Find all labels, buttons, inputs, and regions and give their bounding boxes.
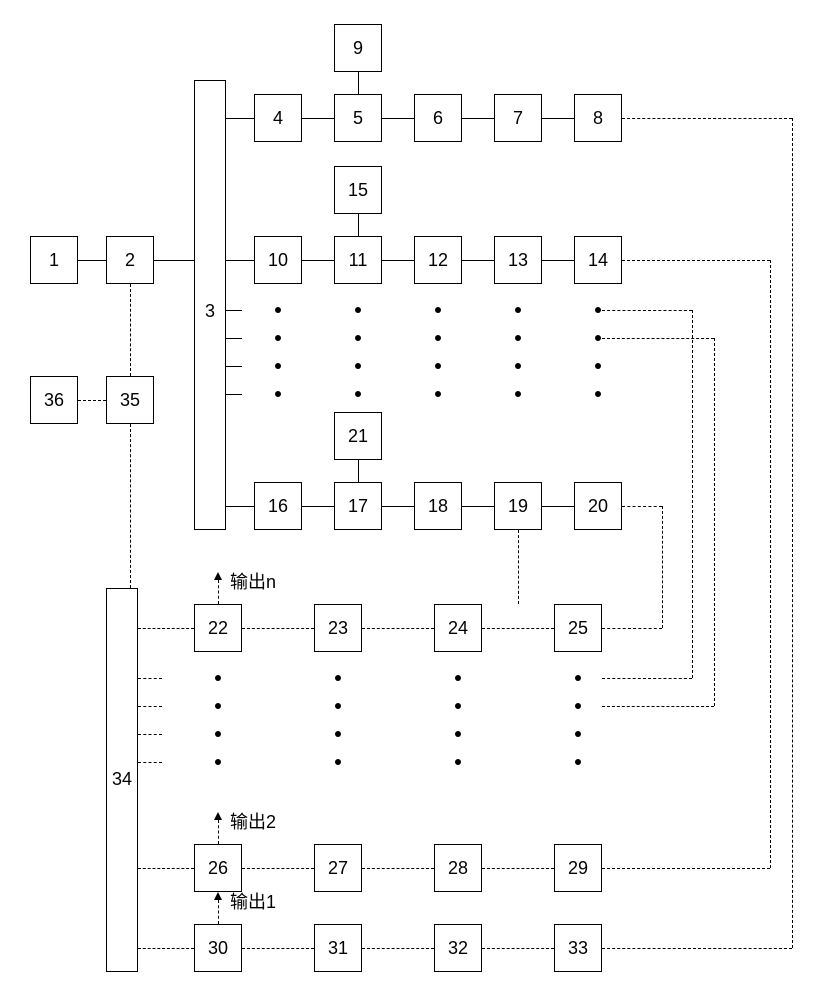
block-17: 17 [334,482,382,530]
arrow-output-2-icon [214,812,222,820]
block-2: 2 [106,236,154,284]
block-18: 18 [414,482,462,530]
block-8: 8 [574,94,622,142]
block-15: 15 [334,166,382,214]
arrow-output-n-icon [214,572,222,580]
block-22: 22 [194,604,242,652]
block-12: 12 [414,236,462,284]
block-6: 6 [414,94,462,142]
arrow-output-1-icon [214,892,222,900]
block-10: 10 [254,236,302,284]
block-33: 33 [554,924,602,972]
block-24: 24 [434,604,482,652]
block-28: 28 [434,844,482,892]
block-25: 25 [554,604,602,652]
output-2-label: 输出2 [230,808,276,834]
block-32: 32 [434,924,482,972]
block-31: 31 [314,924,362,972]
block-13: 13 [494,236,542,284]
block-7: 7 [494,94,542,142]
block-1: 1 [30,236,78,284]
output-1-label: 输出1 [230,888,276,914]
block-16: 16 [254,482,302,530]
block-36: 36 [30,376,78,424]
block-11: 11 [334,236,382,284]
output-n-label: 输出n [230,568,276,594]
block-29: 29 [554,844,602,892]
block-21: 21 [334,412,382,460]
block-20: 20 [574,482,622,530]
block-9: 9 [334,24,382,72]
block-14: 14 [574,236,622,284]
bus-34: 34 [106,588,138,972]
block-23: 23 [314,604,362,652]
block-27: 27 [314,844,362,892]
block-19: 19 [494,482,542,530]
block-4: 4 [254,94,302,142]
bus-3: 3 [194,80,226,530]
block-35: 35 [106,376,154,424]
block-5: 5 [334,94,382,142]
block-26: 26 [194,844,242,892]
block-30: 30 [194,924,242,972]
